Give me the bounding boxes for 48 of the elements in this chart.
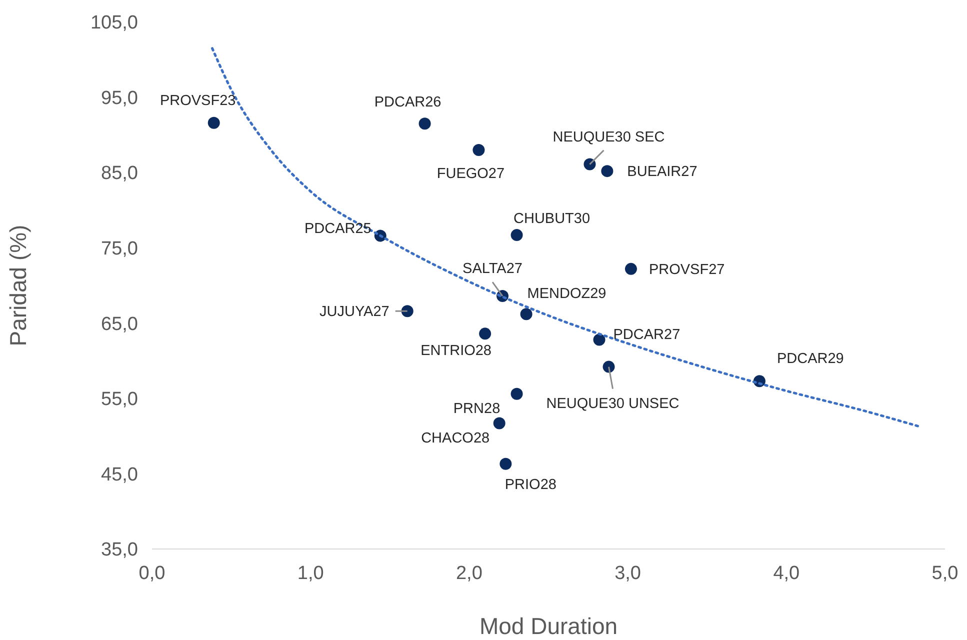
- annotation: NEUQUE30 UNSEC: [546, 396, 680, 412]
- point: [208, 116, 220, 129]
- point: [472, 144, 485, 156]
- point: [601, 165, 614, 178]
- annotation: PRIO28: [504, 477, 556, 493]
- point: [401, 305, 414, 318]
- point: [500, 458, 512, 470]
- y-tick-label: 75,0: [101, 238, 138, 260]
- x-axis-title: Mod Duration: [479, 613, 618, 639]
- annotation: JUJUYA27: [320, 304, 390, 320]
- y-tick-label: 45,0: [101, 464, 138, 486]
- x-tick-label: 0,0: [138, 563, 166, 584]
- annotation: FUEGO27: [436, 166, 505, 182]
- annotation: PROVSF23: [160, 92, 236, 109]
- point: [602, 360, 615, 373]
- point: [520, 308, 532, 320]
- annotation: CHUBUT30: [514, 211, 590, 228]
- annotation: PRN28: [453, 400, 500, 417]
- annotation: MENDOZ29: [527, 286, 606, 302]
- point: [418, 118, 431, 130]
- annotation: PROVSF27: [648, 262, 725, 278]
- point: [593, 334, 606, 346]
- annotation: BUEAIR27: [627, 164, 698, 180]
- y-tick-label: 65,0: [101, 314, 138, 335]
- x-tick-label: 4,0: [773, 563, 800, 584]
- annotation: PDCAR29: [776, 351, 844, 368]
- annotation: PDCAR26: [374, 94, 442, 111]
- x-tick-label: 3,0: [614, 563, 642, 584]
- annotation: SALTA27: [462, 261, 522, 278]
- y-tick-label: 55,0: [101, 389, 138, 410]
- point: [493, 417, 506, 430]
- y-tick-label: 35,0: [101, 540, 138, 561]
- point: [510, 388, 523, 400]
- y-tick-label: 95,0: [101, 88, 138, 109]
- x-tick-label: 2,0: [456, 563, 482, 584]
- y-tick-label: 85,0: [101, 163, 138, 184]
- point: [479, 328, 492, 340]
- annotation: ENTRIO28: [420, 342, 492, 359]
- point: [510, 229, 523, 242]
- annotation: PDCAR25: [304, 220, 372, 237]
- x-tick-label: 5,0: [932, 563, 958, 584]
- point: [624, 262, 637, 275]
- annotation: PDCAR27: [613, 326, 680, 343]
- y-tick-label: 105,0: [90, 12, 138, 34]
- annotation: NEUQUE30 SEC: [552, 129, 665, 146]
- x-tick-label: 1,0: [297, 563, 324, 584]
- y-axis-title: Paridad (%): [5, 224, 31, 346]
- annotation: CHACO28: [421, 430, 490, 446]
